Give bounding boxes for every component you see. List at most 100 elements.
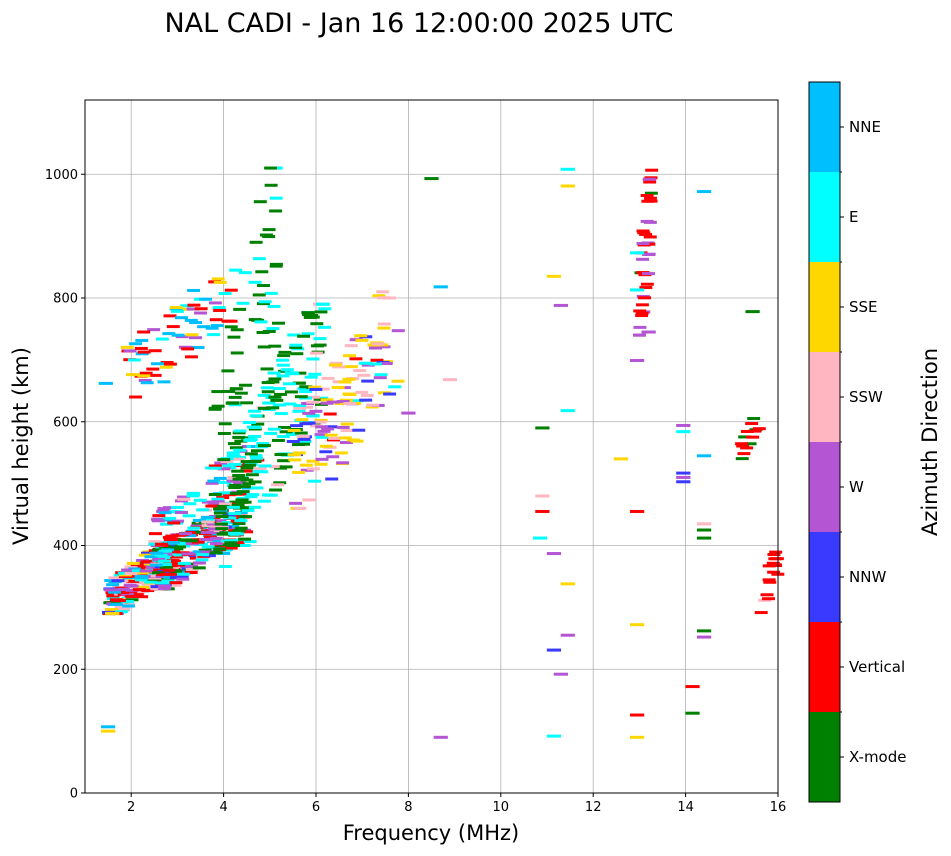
echo-point — [240, 460, 254, 464]
echo-point — [217, 458, 231, 462]
echo-point — [187, 526, 201, 530]
echo-point — [106, 594, 120, 598]
echo-point — [199, 297, 213, 301]
echo-point — [150, 585, 164, 589]
echo-point — [274, 453, 288, 457]
echo-point — [300, 405, 314, 409]
echo-point — [318, 307, 332, 311]
echo-point — [288, 458, 302, 462]
echo-point — [257, 345, 271, 349]
echo-point — [136, 581, 150, 585]
echo-point — [234, 391, 248, 395]
echo-point — [161, 577, 175, 581]
echo-point — [201, 520, 215, 524]
echo-point — [224, 546, 238, 550]
echo-point — [214, 522, 228, 526]
echo-point — [640, 219, 654, 223]
echo-point — [254, 320, 268, 324]
echo-point — [768, 563, 782, 567]
echo-point — [338, 380, 352, 384]
echo-point — [252, 293, 266, 297]
colorbar-segment — [809, 622, 840, 712]
echo-point — [229, 491, 243, 495]
echo-point — [282, 382, 296, 386]
echo-point — [283, 402, 297, 406]
echo-point — [747, 416, 761, 420]
echo-point — [629, 623, 645, 627]
echo-point — [257, 393, 271, 397]
echo-point — [383, 392, 397, 396]
echo-point — [162, 332, 176, 336]
echo-point — [117, 607, 131, 611]
echo-point — [229, 446, 243, 450]
echo-point — [762, 578, 776, 582]
echo-point — [139, 371, 153, 375]
echo-point — [310, 344, 324, 348]
echo-point — [207, 527, 221, 531]
echo-point — [157, 584, 171, 588]
echo-point — [210, 324, 224, 328]
echo-point — [302, 498, 316, 502]
echo-point — [264, 291, 278, 295]
echo-point — [226, 479, 240, 483]
x-tick-label: 10 — [493, 800, 510, 815]
echo-point — [354, 334, 368, 338]
echo-point — [355, 390, 369, 394]
echo-point — [135, 578, 148, 582]
echo-point — [302, 411, 316, 415]
echo-point — [313, 337, 327, 341]
colorbar-label-nnw: NNW — [849, 568, 886, 586]
echo-point — [249, 414, 263, 418]
echo-point — [216, 532, 230, 536]
echo-point — [257, 406, 271, 410]
echo-point — [211, 390, 225, 394]
colorbar-label-nne: NNE — [849, 118, 881, 136]
echo-point — [535, 509, 550, 513]
echo-point — [100, 729, 116, 733]
echo-point — [218, 422, 232, 426]
echo-point — [234, 511, 248, 515]
echo-point — [278, 369, 292, 373]
colorbar-label-x-mode: X-mode — [849, 748, 906, 766]
echo-point — [139, 562, 153, 566]
echo-point — [104, 608, 118, 612]
echo-point — [144, 580, 158, 584]
echo-point — [329, 361, 343, 365]
y-axis-label: Virtual height (km) — [9, 347, 33, 545]
echo-point — [643, 196, 657, 200]
echo-point — [250, 486, 264, 490]
echo-point — [217, 551, 231, 555]
echo-point — [174, 499, 188, 503]
echo-point — [326, 400, 340, 404]
echo-point — [205, 481, 219, 485]
y-tick-label: 1000 — [45, 168, 78, 183]
echo-point — [236, 496, 250, 500]
x-tick-label: 6 — [312, 800, 320, 815]
echo-point — [267, 304, 281, 308]
echo-point — [148, 532, 162, 536]
echo-point — [696, 536, 712, 540]
echo-point — [240, 401, 254, 405]
echo-point — [391, 329, 405, 333]
echo-point — [266, 380, 280, 384]
echo-point — [200, 550, 214, 554]
echo-point — [231, 457, 245, 461]
echo-point — [321, 427, 335, 431]
echo-point — [149, 563, 163, 567]
echo-point — [642, 272, 655, 276]
echo-point — [185, 333, 199, 337]
echo-point — [269, 264, 283, 268]
echo-point — [331, 385, 345, 389]
echo-point — [676, 423, 691, 427]
echo-point — [433, 735, 448, 739]
echo-point — [117, 571, 131, 575]
x-tick-label: 12 — [585, 800, 602, 815]
echo-point — [271, 438, 285, 442]
echo-point — [211, 497, 225, 501]
echo-point — [200, 530, 214, 534]
echo-point — [355, 338, 369, 342]
echo-point — [740, 429, 754, 433]
echo-point — [233, 500, 247, 504]
echo-point — [184, 318, 198, 322]
echo-point — [211, 500, 225, 504]
